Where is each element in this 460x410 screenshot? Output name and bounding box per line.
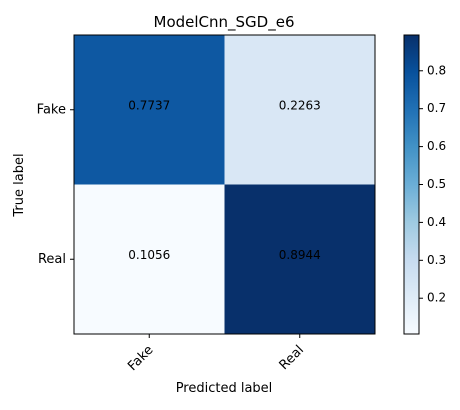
y-tick-label: Fake	[37, 102, 66, 117]
plot-frame	[73, 34, 376, 335]
colorbar-tick-label: 0.5	[427, 177, 446, 191]
cell-value-label: 0.8944	[279, 248, 321, 262]
x-axis-label: Predicted label	[176, 381, 273, 396]
colorbar-tick-label: 0.3	[427, 253, 446, 267]
heatmap-cell-fake-real	[224, 35, 375, 185]
colorbar-tick-label: 0.2	[427, 291, 446, 305]
colorbar-tick-label: 0.8	[427, 63, 446, 77]
y-axis-ticks: Fake Real	[37, 102, 74, 267]
heatmap-cell-fake-fake	[74, 35, 225, 185]
cell-value-label: 0.1056	[128, 248, 170, 262]
cell-value-label: 0.2263	[279, 98, 321, 112]
heatmap-cell-labels: 0.7737 0.2263 0.1056 0.8944	[128, 98, 321, 262]
heatmap-cell-real-fake	[74, 184, 225, 334]
heatmap-cells	[74, 35, 375, 334]
colorbar-gradient	[404, 35, 419, 334]
x-tick-label: Fake	[125, 343, 156, 374]
y-axis-label: True label	[12, 153, 27, 217]
chart-title: ModelCnn_SGD_e6	[154, 13, 295, 32]
x-axis-ticks: Fake Real	[125, 334, 307, 374]
colorbar-tick-label: 0.4	[427, 215, 446, 229]
colorbar-tick-label: 0.6	[427, 139, 446, 153]
y-tick-label: Real	[38, 252, 66, 267]
colorbar-ticks: 0.2 0.3 0.4 0.5 0.6 0.7 0.8	[419, 63, 446, 305]
cell-value-label: 0.7737	[128, 98, 170, 112]
x-tick-label: Real	[277, 343, 307, 373]
colorbar-tick-label: 0.7	[427, 101, 446, 115]
heatmap-cell-real-real	[224, 184, 375, 334]
